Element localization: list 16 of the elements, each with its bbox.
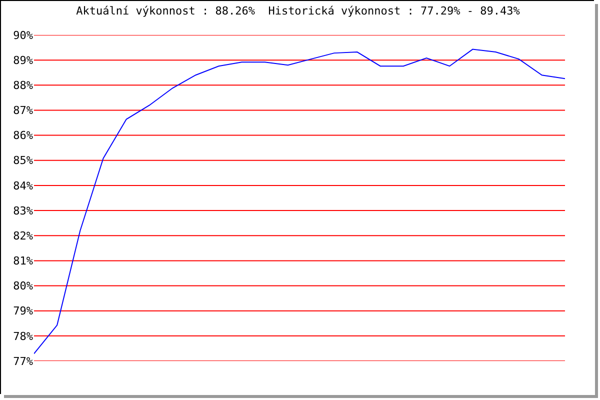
y-tick-label: 90%	[13, 28, 34, 42]
y-tick-label: 77%	[13, 354, 34, 368]
y-tick-label: 87%	[13, 104, 34, 118]
y-tick-label: 81%	[13, 254, 34, 268]
y-tick-label: 84%	[13, 179, 34, 192]
line-series	[34, 48, 565, 354]
y-tick-label: 89%	[13, 54, 34, 67]
y-tick-label: 79%	[13, 304, 34, 318]
chart-title: Aktuální výkonnost : 88.26% Historická výkonnost : 77.29% - 89.43%	[76, 4, 520, 18]
y-tick-label: 85%	[13, 154, 34, 168]
y-tick-label: 82%	[13, 229, 34, 242]
y-tick-label: 78%	[13, 330, 34, 343]
y-tick-label: 80%	[13, 280, 34, 293]
y-tick-label: 83%	[13, 204, 34, 218]
y-tick-label: 88%	[13, 79, 34, 92]
y-tick-label: 86%	[13, 129, 34, 142]
